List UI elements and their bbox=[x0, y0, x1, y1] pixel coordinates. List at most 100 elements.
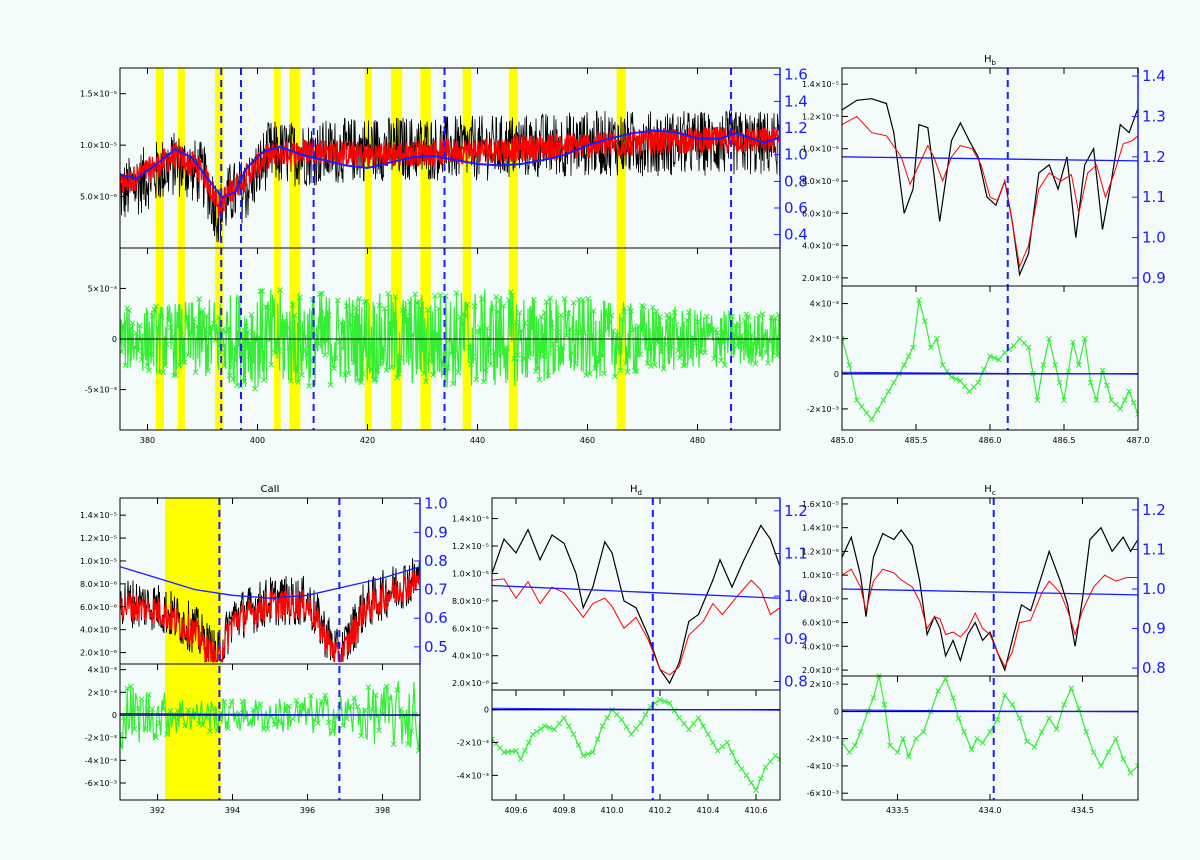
residual-point bbox=[671, 309, 678, 316]
right-tick-label: 1.0 bbox=[1142, 580, 1166, 598]
residual-y-tick-label: -2×10⁻³ bbox=[807, 735, 839, 744]
bottom-axes-frame bbox=[491, 689, 781, 801]
residual-point bbox=[437, 292, 444, 298]
residual-point bbox=[863, 410, 870, 416]
residual-point bbox=[765, 360, 771, 366]
residual-point bbox=[352, 305, 359, 311]
residual-point bbox=[1061, 701, 1067, 708]
residual-point bbox=[153, 303, 159, 310]
y-tick-label: 2.0×10⁻⁶ bbox=[80, 649, 117, 658]
residual-point bbox=[325, 719, 332, 726]
residual-point bbox=[695, 715, 702, 721]
residual-point bbox=[1070, 339, 1076, 346]
right-tick-label: 1.2 bbox=[784, 119, 808, 137]
residual-point bbox=[1021, 340, 1027, 346]
residual-point bbox=[966, 388, 973, 395]
residual-point bbox=[590, 308, 597, 314]
residual-point bbox=[661, 698, 668, 705]
residual-point bbox=[446, 337, 453, 343]
residual-point bbox=[678, 352, 685, 358]
residual-point bbox=[1056, 379, 1063, 386]
residual-point bbox=[250, 359, 257, 366]
residual-point bbox=[322, 692, 329, 699]
residual-point bbox=[558, 312, 564, 318]
residual-point bbox=[1075, 362, 1082, 368]
model-spectrum-line bbox=[842, 568, 1138, 668]
residual-point bbox=[189, 330, 195, 337]
residual-point bbox=[455, 369, 462, 376]
residual-point bbox=[707, 322, 714, 329]
residual-point bbox=[890, 379, 897, 386]
residual-point bbox=[394, 374, 401, 381]
residual-point bbox=[228, 344, 235, 351]
residual-point bbox=[225, 327, 231, 334]
residual-point bbox=[426, 358, 433, 364]
residual-point bbox=[996, 356, 1002, 363]
residual-point bbox=[762, 764, 769, 771]
residual-point bbox=[394, 686, 401, 693]
residual-point bbox=[757, 775, 764, 782]
residual-point bbox=[561, 715, 567, 721]
residual-point bbox=[601, 370, 608, 377]
residual-point bbox=[563, 332, 570, 339]
residual-point bbox=[702, 349, 708, 356]
residual-point bbox=[1081, 335, 1088, 342]
residual-point bbox=[763, 349, 770, 356]
residual-point bbox=[351, 695, 357, 701]
residual-point bbox=[1130, 399, 1137, 406]
residual-point bbox=[594, 354, 600, 360]
residual-point bbox=[277, 287, 284, 293]
residual-point bbox=[580, 752, 587, 759]
residual-point bbox=[279, 333, 285, 340]
plot-area bbox=[492, 524, 780, 794]
residual-point bbox=[1001, 692, 1008, 698]
residual-point bbox=[423, 378, 429, 385]
residual-point bbox=[516, 309, 523, 316]
residual-point bbox=[666, 700, 673, 706]
residual-point bbox=[1031, 744, 1038, 750]
residual-point bbox=[356, 295, 363, 302]
residual-point bbox=[167, 707, 174, 714]
residual-point bbox=[642, 335, 649, 341]
residual-point bbox=[284, 325, 291, 331]
residual-point bbox=[430, 371, 437, 378]
residual-point bbox=[572, 360, 579, 367]
residual-point bbox=[546, 724, 553, 731]
observed-spectrum-line bbox=[842, 98, 1138, 277]
residual-point bbox=[622, 360, 629, 366]
x-tick-label: 440 bbox=[470, 436, 485, 445]
residual-markers bbox=[120, 683, 420, 754]
residual-point bbox=[660, 365, 667, 372]
residual-point bbox=[579, 297, 586, 303]
residual-point bbox=[586, 370, 593, 377]
right-tick-label: 0.9 bbox=[1142, 269, 1166, 287]
residual-point bbox=[948, 374, 955, 381]
residual-point bbox=[450, 380, 456, 387]
y-tick-label: 1.2×10⁻⁵ bbox=[452, 542, 489, 551]
residual-point bbox=[120, 325, 127, 331]
residual-point bbox=[379, 344, 386, 351]
residual-point bbox=[484, 325, 491, 332]
right-tick-label: 1.6 bbox=[784, 66, 808, 84]
residual-point bbox=[1038, 729, 1045, 735]
residual-point bbox=[957, 377, 964, 384]
residual-point bbox=[653, 308, 660, 315]
residual-point bbox=[291, 312, 298, 319]
residual-point bbox=[1065, 368, 1072, 375]
residual-point bbox=[657, 696, 663, 703]
residual-point bbox=[950, 694, 956, 701]
residual-point bbox=[354, 703, 361, 710]
residual-point bbox=[183, 315, 190, 322]
residual-point bbox=[705, 322, 712, 329]
residual-point bbox=[772, 752, 779, 759]
residual-point bbox=[894, 749, 901, 756]
residual-point bbox=[592, 365, 599, 372]
residual-point bbox=[994, 716, 1001, 723]
residual-point bbox=[300, 706, 307, 713]
residual-point bbox=[1090, 749, 1097, 756]
residual-point bbox=[858, 403, 865, 410]
residual-point bbox=[365, 364, 372, 371]
y-tick-label: 1.0×10⁻⁵ bbox=[452, 569, 489, 578]
residual-point bbox=[241, 378, 248, 385]
residual-point bbox=[987, 353, 993, 360]
